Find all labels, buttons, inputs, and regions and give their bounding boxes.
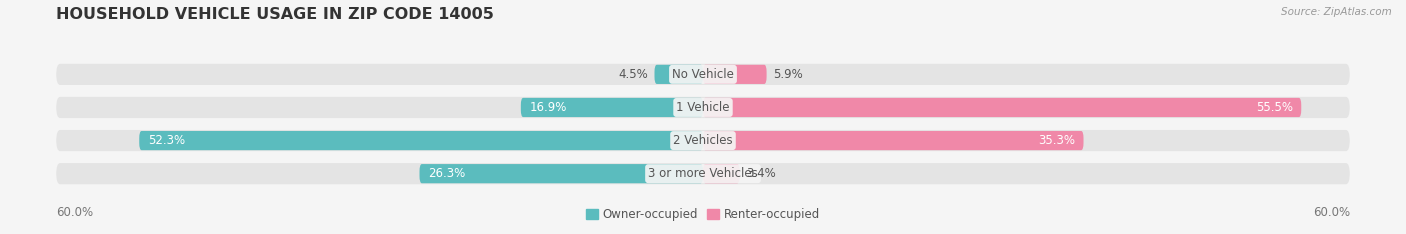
FancyBboxPatch shape: [520, 98, 703, 117]
FancyBboxPatch shape: [703, 65, 766, 84]
FancyBboxPatch shape: [56, 130, 1350, 151]
Text: 16.9%: 16.9%: [530, 101, 567, 114]
FancyBboxPatch shape: [703, 98, 1302, 117]
FancyBboxPatch shape: [56, 97, 1350, 118]
Text: 5.9%: 5.9%: [773, 68, 803, 81]
Text: Source: ZipAtlas.com: Source: ZipAtlas.com: [1281, 7, 1392, 17]
FancyBboxPatch shape: [56, 163, 1350, 184]
FancyBboxPatch shape: [56, 64, 1350, 85]
Text: 1 Vehicle: 1 Vehicle: [676, 101, 730, 114]
Text: 35.3%: 35.3%: [1038, 134, 1076, 147]
Text: 3.4%: 3.4%: [747, 167, 776, 180]
FancyBboxPatch shape: [419, 164, 703, 183]
Text: 52.3%: 52.3%: [148, 134, 186, 147]
Text: 4.5%: 4.5%: [619, 68, 648, 81]
Text: 2 Vehicles: 2 Vehicles: [673, 134, 733, 147]
Legend: Owner-occupied, Renter-occupied: Owner-occupied, Renter-occupied: [586, 208, 820, 221]
FancyBboxPatch shape: [139, 131, 703, 150]
FancyBboxPatch shape: [703, 131, 1084, 150]
Text: 26.3%: 26.3%: [429, 167, 465, 180]
Text: 3 or more Vehicles: 3 or more Vehicles: [648, 167, 758, 180]
Text: 60.0%: 60.0%: [56, 206, 93, 219]
Text: No Vehicle: No Vehicle: [672, 68, 734, 81]
Text: 60.0%: 60.0%: [1313, 206, 1350, 219]
FancyBboxPatch shape: [703, 164, 740, 183]
FancyBboxPatch shape: [655, 65, 703, 84]
Text: 55.5%: 55.5%: [1256, 101, 1292, 114]
Text: HOUSEHOLD VEHICLE USAGE IN ZIP CODE 14005: HOUSEHOLD VEHICLE USAGE IN ZIP CODE 1400…: [56, 7, 494, 22]
